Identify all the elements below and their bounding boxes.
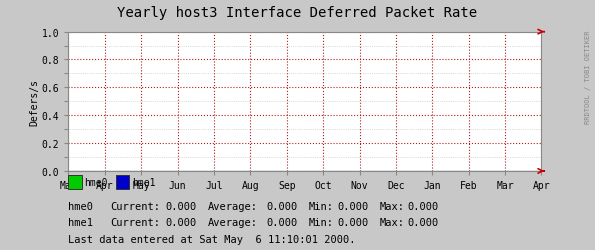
Y-axis label: Defers/s: Defers/s — [29, 78, 39, 125]
Text: 0.000: 0.000 — [408, 218, 439, 228]
Text: RRDTOOL / TOBI OETIKER: RRDTOOL / TOBI OETIKER — [585, 30, 591, 123]
Text: Current:: Current: — [110, 201, 160, 211]
Text: 0.000: 0.000 — [165, 218, 197, 228]
Text: 0.000: 0.000 — [408, 201, 439, 211]
Text: Max:: Max: — [380, 218, 405, 228]
Text: hme0: hme0 — [84, 177, 108, 187]
Text: hme0: hme0 — [68, 201, 93, 211]
Text: 0.000: 0.000 — [337, 218, 369, 228]
Text: Max:: Max: — [380, 201, 405, 211]
Text: Min:: Min: — [308, 201, 333, 211]
Text: Yearly host3 Interface Deferred Packet Rate: Yearly host3 Interface Deferred Packet R… — [117, 6, 478, 20]
Text: Average:: Average: — [208, 201, 258, 211]
Text: Last data entered at Sat May  6 11:10:01 2000.: Last data entered at Sat May 6 11:10:01 … — [68, 234, 356, 244]
Text: 0.000: 0.000 — [267, 201, 298, 211]
Text: 0.000: 0.000 — [267, 218, 298, 228]
Text: Average:: Average: — [208, 218, 258, 228]
Text: hme1: hme1 — [132, 177, 155, 187]
Text: Current:: Current: — [110, 218, 160, 228]
Text: 0.000: 0.000 — [337, 201, 369, 211]
Text: hme1: hme1 — [68, 218, 93, 228]
Text: 0.000: 0.000 — [165, 201, 197, 211]
Text: Min:: Min: — [308, 218, 333, 228]
